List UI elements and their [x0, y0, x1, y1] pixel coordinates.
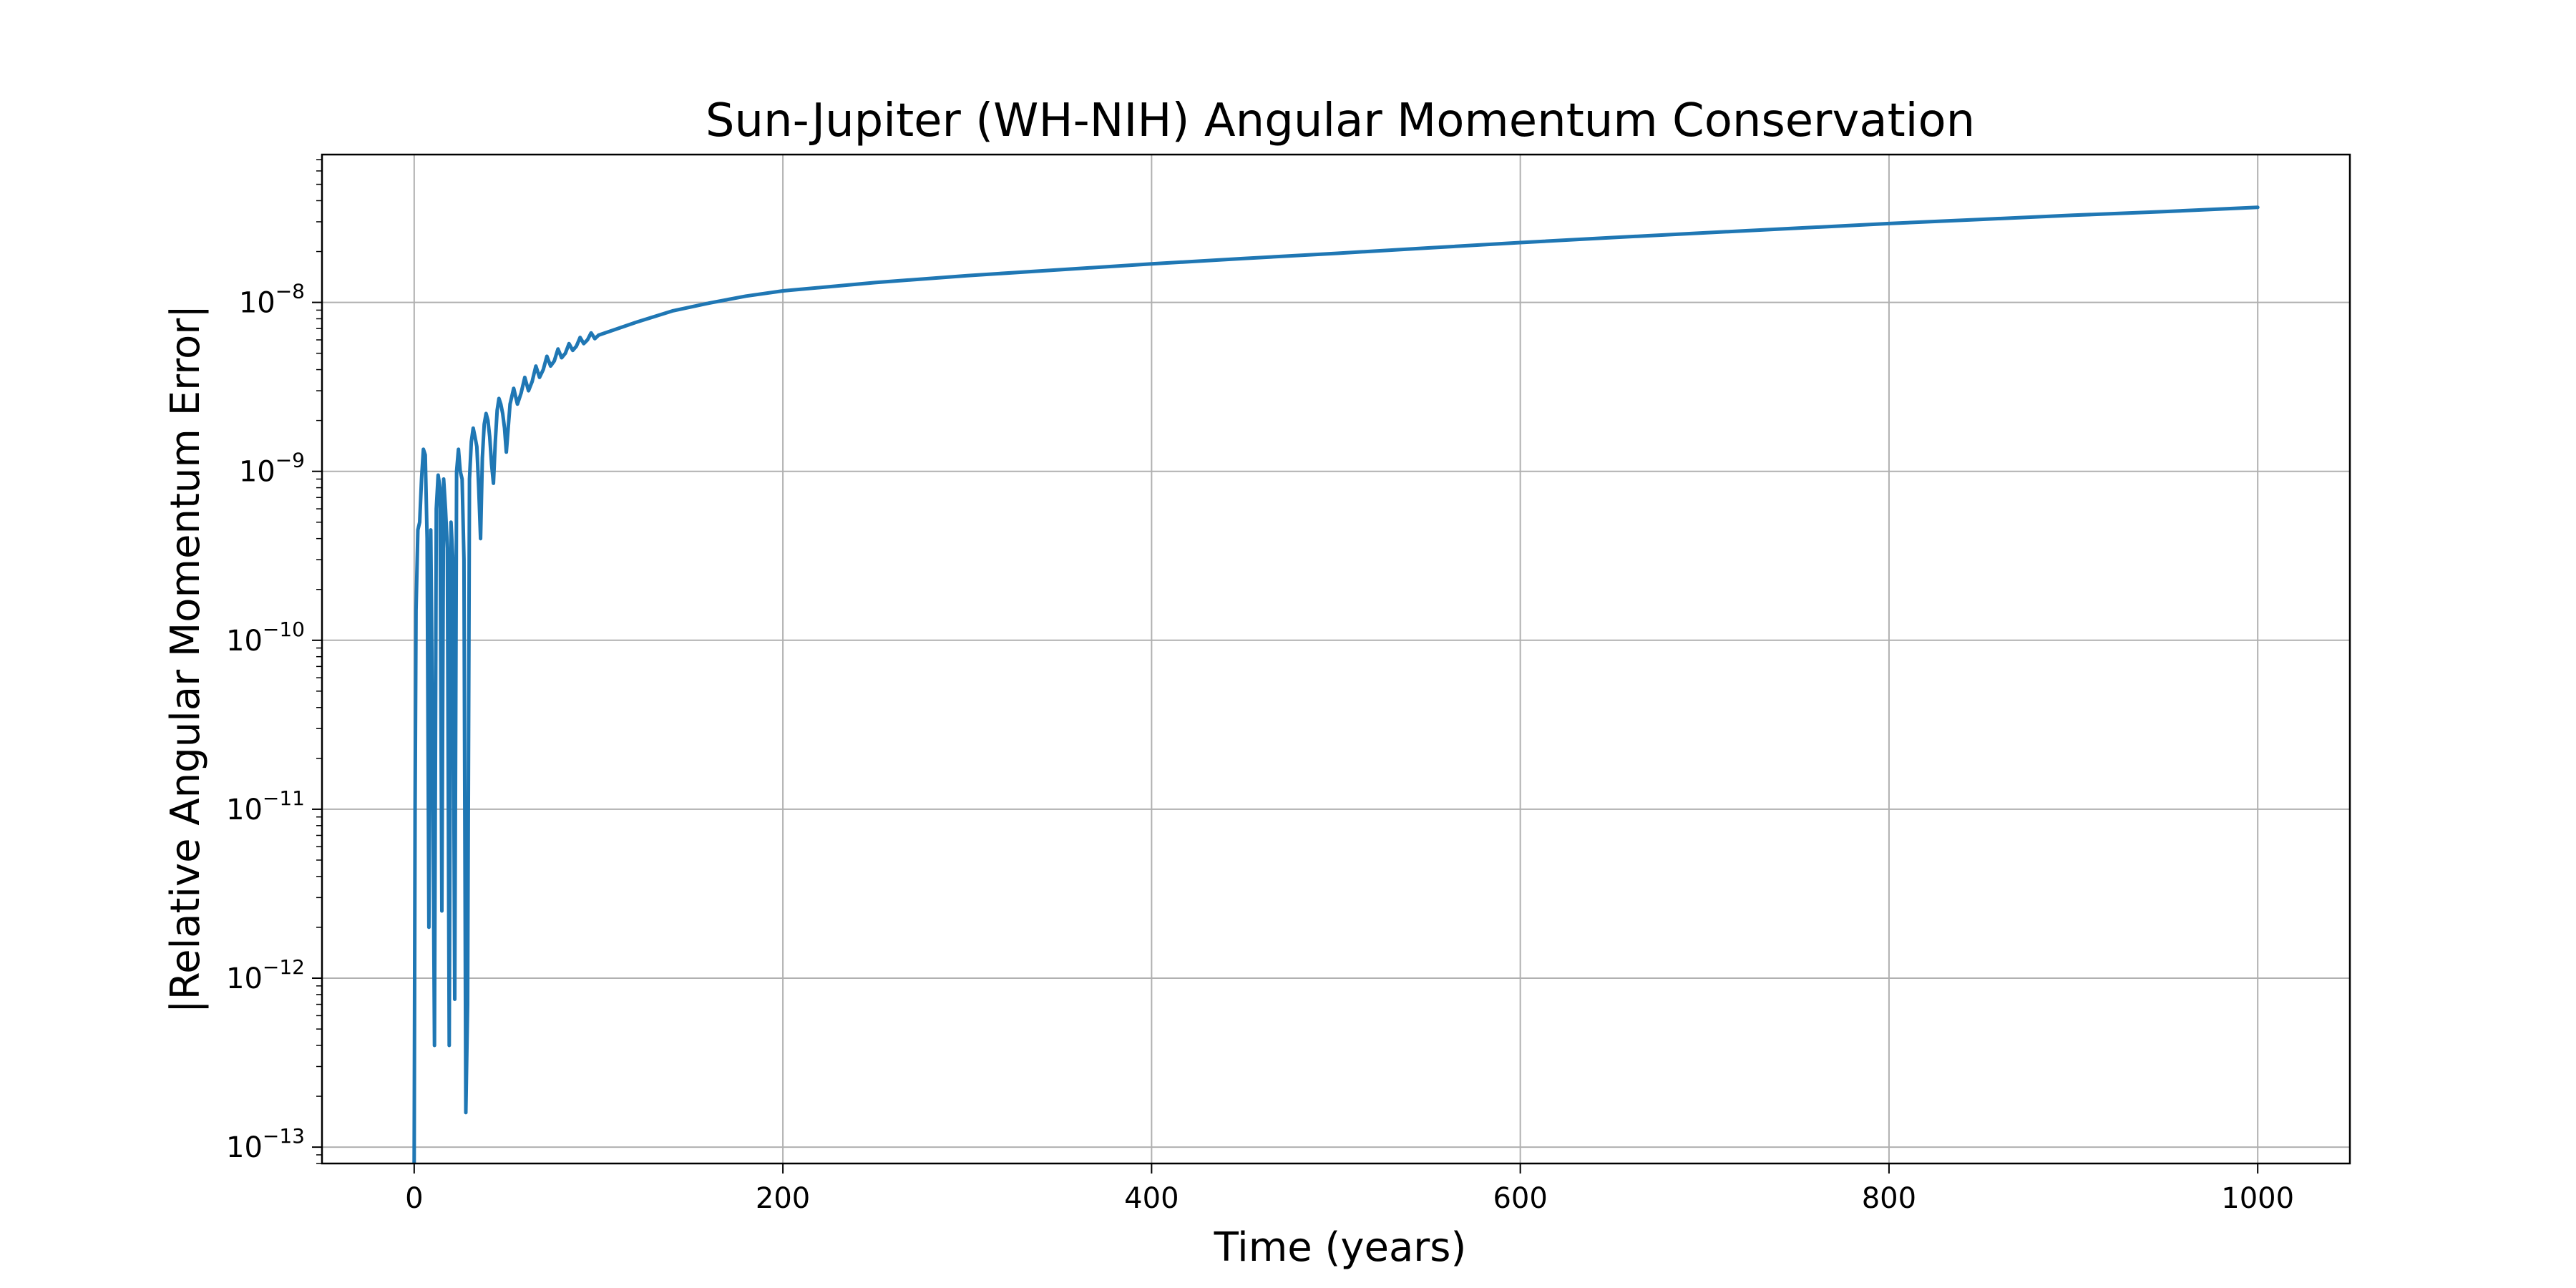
x-tick-label: 1000 — [2221, 1182, 2294, 1215]
minor-ticks — [316, 159, 322, 1164]
y-tick-exponent: −9 — [275, 449, 305, 472]
major-ticks — [312, 301, 2259, 1174]
y-tick-base: 10 — [226, 794, 263, 826]
y-tick-label: 10−10 — [226, 618, 305, 658]
x-tick-label: 0 — [405, 1182, 423, 1215]
y-tick-base: 10 — [226, 962, 263, 995]
y-tick-base: 10 — [239, 287, 275, 320]
chart-title: Sun-Jupiter (WH-NIH) Angular Momentum Co… — [706, 94, 1975, 147]
y-tick-base: 10 — [226, 625, 263, 658]
y-tick-exponent: −8 — [275, 280, 305, 303]
y-tick-label: 10−8 — [239, 280, 305, 320]
y-tick-label: 10−11 — [226, 786, 305, 826]
x-tick-label: 600 — [1493, 1182, 1547, 1215]
y-tick-label: 10−12 — [226, 955, 305, 995]
y-tick-exponent: −11 — [263, 786, 305, 810]
y-tick-label: 10−9 — [239, 449, 305, 489]
axes-frame — [321, 153, 2351, 1165]
y-tick-exponent: −13 — [263, 1124, 305, 1148]
y-tick-exponent: −12 — [263, 955, 305, 979]
series-line — [412, 205, 2260, 1163]
y-tick-exponent: −10 — [263, 618, 305, 641]
y-axis-label: |Relative Angular Momentum Error| — [162, 305, 209, 1013]
x-tick-label: 800 — [1862, 1182, 1916, 1215]
tick-labels: 0 200 400 600 800 100010−1310−1210−1110−1010−… — [226, 280, 2294, 1215]
y-tick-base: 10 — [226, 1131, 263, 1164]
plot-area — [322, 155, 2350, 1163]
y-tick-label: 10−13 — [226, 1124, 305, 1164]
grid — [322, 155, 2350, 1163]
x-tick-label: 400 — [1124, 1182, 1179, 1215]
y-tick-base: 10 — [239, 456, 275, 489]
x-tick-label: 200 — [756, 1182, 810, 1215]
x-axis-label: Time (years) — [1214, 1224, 1467, 1271]
